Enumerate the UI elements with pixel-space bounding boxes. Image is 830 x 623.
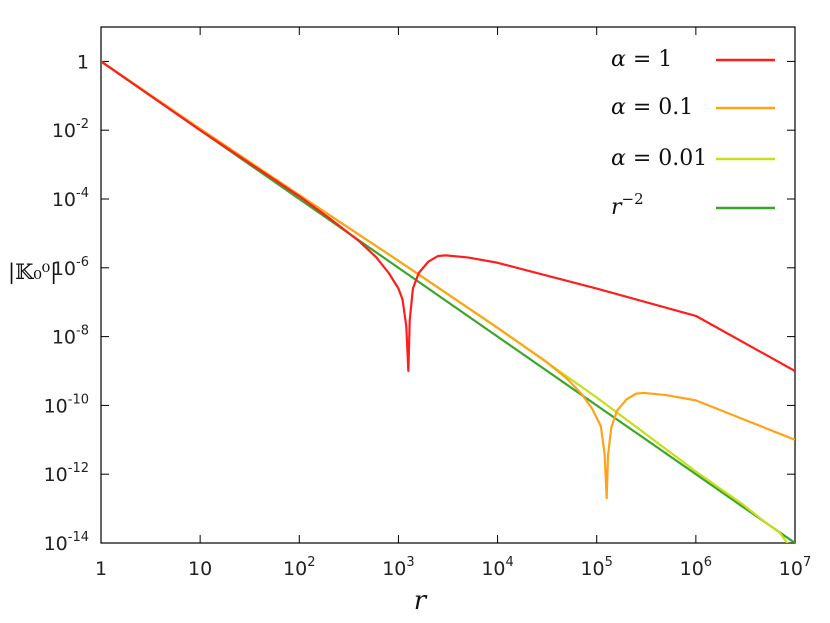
y-tick-label: 10-12: [44, 461, 89, 486]
y-tick-label: 10-6: [52, 255, 89, 280]
x-axis-label: r: [414, 586, 428, 616]
y-axis-label: |𝕂₀⁰|: [8, 260, 57, 285]
y-tick-label: 10-10: [44, 392, 89, 417]
y-tick-label: 1: [77, 51, 89, 73]
x-tick-label: 1: [95, 558, 107, 580]
series-line-0: [101, 60, 795, 373]
x-tick-label: 10: [188, 558, 212, 580]
legend-label-3: r−2: [611, 190, 644, 220]
x-tick-label: 105: [580, 555, 612, 580]
legend: α = 1 α = 0.1 α = 0.01 r−2: [611, 47, 775, 220]
y-tick-label: 10-8: [52, 324, 89, 349]
series-line-1: [101, 60, 795, 500]
legend-label-2: α = 0.01: [611, 146, 707, 171]
legend-label-0: α = 1: [611, 47, 672, 72]
x-tick-label: 104: [481, 555, 513, 580]
ticks: 1 10 102 103 104 105 106 107 1 10-2 10-4 10-6 10-8 10…: [44, 27, 811, 580]
y-tick-label: 10-14: [44, 530, 89, 555]
x-tick-label: 103: [382, 555, 414, 580]
y-tick-label: 10-2: [52, 117, 89, 142]
y-tick-label: 10-4: [52, 186, 89, 211]
x-tick-label: 107: [779, 555, 811, 580]
legend-label-1: α = 0.1: [611, 95, 693, 120]
x-tick-label: 102: [283, 555, 315, 580]
series-lines: [101, 60, 795, 543]
plot-area: [100, 26, 796, 544]
x-tick-label: 106: [680, 555, 712, 580]
